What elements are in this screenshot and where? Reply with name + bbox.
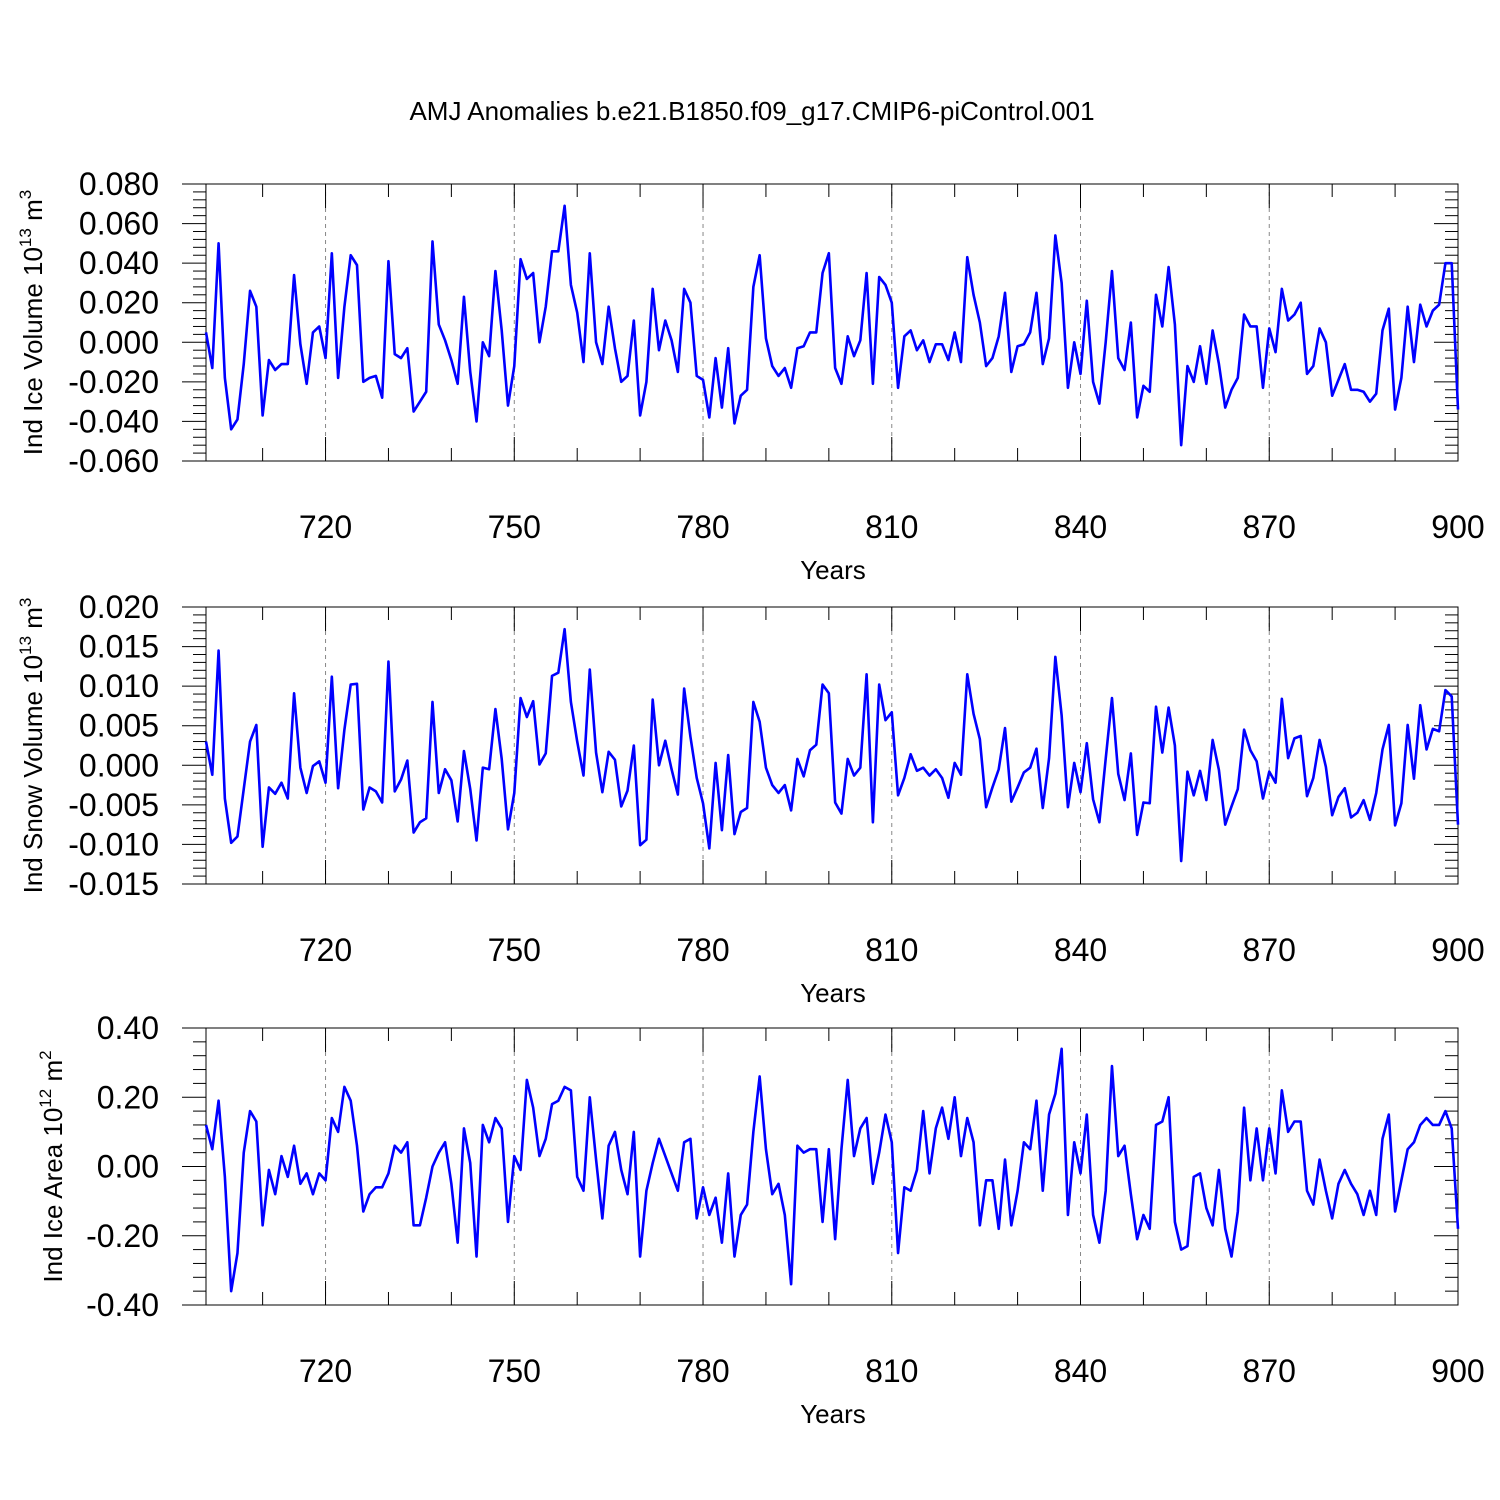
y-tick-label: 0.020 (79, 285, 159, 321)
x-tick-label: 810 (865, 1353, 918, 1389)
y-tick-label: 0.000 (79, 747, 159, 783)
series-line (204, 204, 1460, 447)
y-tick-label: -0.010 (68, 826, 159, 862)
y-tick-label: -0.005 (68, 787, 159, 823)
y-axis-title: Ind Ice Volume 1013 m3 (16, 190, 48, 455)
y-tick-label: -0.020 (68, 364, 159, 400)
x-tick-label: 780 (676, 932, 729, 968)
y-tick-label: 0.060 (79, 206, 159, 242)
panel-3: -0.40 -0.20 0.00 0.20 0.40 720 750 780 810 840 870… (36, 1010, 1485, 1429)
panels: -0.060-0.040-0.0200.0000.0200.0400.0600.… (16, 166, 1485, 1429)
x-tick-label: 720 (299, 509, 352, 545)
y-tick-label: -0.40 (86, 1287, 159, 1323)
x-tick-label: 810 (865, 509, 918, 545)
series-line (204, 1047, 1460, 1293)
x-axis-title: Years (800, 978, 866, 1008)
y-tick-label: -0.060 (68, 443, 159, 479)
x-axis-title: Years (800, 1399, 866, 1429)
figure-title: AMJ Anomalies b.e21.B1850.f09_g17.CMIP6-… (409, 96, 1094, 126)
y-axis-title: Ind Ice Area 1012 m2 (36, 1050, 68, 1282)
x-tick-label: 720 (299, 932, 352, 968)
y-tick-label: 0.040 (79, 245, 159, 281)
y-tick-label: 0.080 (79, 166, 159, 202)
x-tick-label: 900 (1431, 1353, 1484, 1389)
x-tick-label: 750 (488, 1353, 541, 1389)
y-tick-label: -0.20 (86, 1218, 159, 1254)
x-tick-label: 870 (1243, 509, 1296, 545)
y-tick-label: 0.010 (79, 668, 159, 704)
x-tick-label: 870 (1243, 1353, 1296, 1389)
x-tick-label: 900 (1431, 932, 1484, 968)
x-tick-label: 840 (1054, 932, 1107, 968)
plot-frame (205, 183, 1459, 462)
y-axis-title: Ind Snow Volume 1013 m3 (16, 598, 48, 894)
x-tick-label: 750 (488, 509, 541, 545)
x-tick-label: 810 (865, 932, 918, 968)
x-tick-label: 900 (1431, 509, 1484, 545)
x-tick-label: 870 (1243, 932, 1296, 968)
x-tick-label: 720 (299, 1353, 352, 1389)
y-tick-label: 0.015 (79, 629, 159, 665)
y-tick-label: 0.20 (97, 1079, 159, 1115)
series-line (204, 627, 1460, 863)
x-tick-label: 780 (676, 1353, 729, 1389)
x-tick-label: 840 (1054, 509, 1107, 545)
y-tick-label: 0.000 (79, 324, 159, 360)
y-tick-label: 0.020 (79, 589, 159, 625)
y-tick-label: 0.40 (97, 1010, 159, 1046)
y-tick-label: 0.005 (79, 708, 159, 744)
y-tick-label: -0.040 (68, 403, 159, 439)
x-axis-title: Years (800, 555, 866, 585)
y-tick-label: -0.015 (68, 866, 159, 902)
x-tick-label: 840 (1054, 1353, 1107, 1389)
x-tick-label: 780 (676, 509, 729, 545)
y-tick-label: 0.00 (97, 1149, 159, 1185)
x-tick-label: 750 (488, 932, 541, 968)
